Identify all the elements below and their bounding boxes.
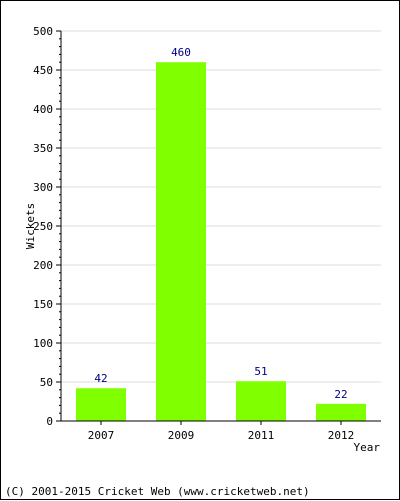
y-tick-label: 100 [33, 337, 53, 350]
bar [236, 381, 286, 421]
x-ticks: 2007 2009 2011 2012 [88, 421, 355, 442]
x-axis-title: Year [354, 441, 381, 454]
data-labels: 42 460 51 22 [94, 46, 347, 401]
bars [76, 62, 366, 421]
grid-lines [61, 30, 381, 383]
y-axis-title: Wickets [24, 203, 37, 249]
x-tick-label: 2012 [328, 429, 355, 442]
y-tick-label: 50 [40, 376, 53, 389]
data-label: 42 [94, 372, 107, 385]
copyright-footer: (C) 2001-2015 Cricket Web (www.cricketwe… [5, 485, 310, 498]
y-ticks: 0 50 100 150 200 250 300 350 400 450 500 [33, 25, 61, 428]
y-tick-label: 400 [33, 103, 53, 116]
bar [316, 403, 366, 421]
y-tick-label: 350 [33, 142, 53, 155]
x-tick-label: 2009 [168, 429, 195, 442]
y-tick-label: 150 [33, 298, 53, 311]
x-tick-label: 2007 [88, 429, 115, 442]
y-tick-label: 250 [33, 220, 53, 233]
y-tick-label: 450 [33, 64, 53, 77]
x-tick-label: 2011 [248, 429, 275, 442]
data-label: 460 [171, 46, 191, 59]
y-tick-label: 200 [33, 259, 53, 272]
data-label: 22 [334, 388, 347, 401]
data-label: 51 [254, 365, 267, 378]
bar [76, 388, 126, 421]
y-tick-label: 500 [33, 25, 53, 38]
bar [156, 62, 206, 421]
y-tick-label: 0 [46, 415, 53, 428]
y-tick-label: 300 [33, 181, 53, 194]
